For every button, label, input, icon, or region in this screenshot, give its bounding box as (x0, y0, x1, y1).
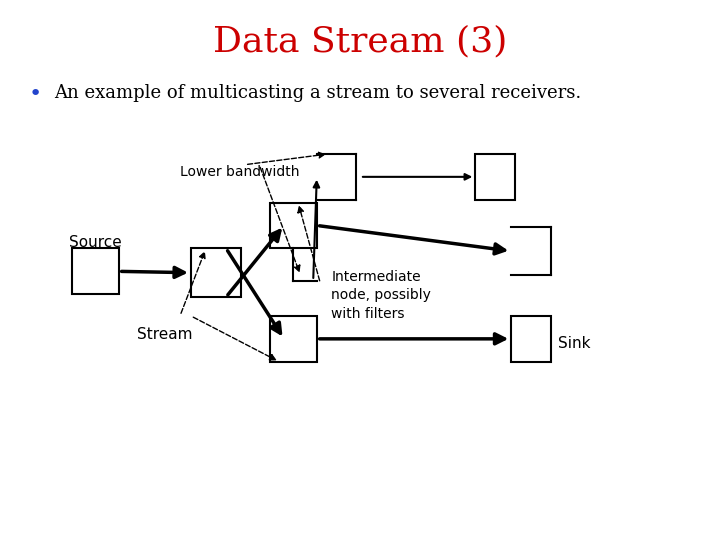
Text: Lower bandwidth: Lower bandwidth (180, 165, 300, 179)
Bar (72, 248, 119, 294)
Bar (270, 202, 317, 248)
Bar (475, 154, 515, 200)
Text: Stream: Stream (137, 327, 192, 342)
Bar (191, 248, 241, 297)
Text: Sink: Sink (558, 336, 590, 352)
Text: •: • (29, 84, 42, 104)
Text: Source: Source (69, 235, 122, 250)
Text: Data Stream (3): Data Stream (3) (213, 24, 507, 58)
Bar (270, 316, 317, 362)
Bar (511, 316, 551, 362)
Text: An example of multicasting a stream to several receivers.: An example of multicasting a stream to s… (54, 84, 581, 102)
Text: Intermediate
node, possibly
with filters: Intermediate node, possibly with filters (331, 270, 431, 321)
